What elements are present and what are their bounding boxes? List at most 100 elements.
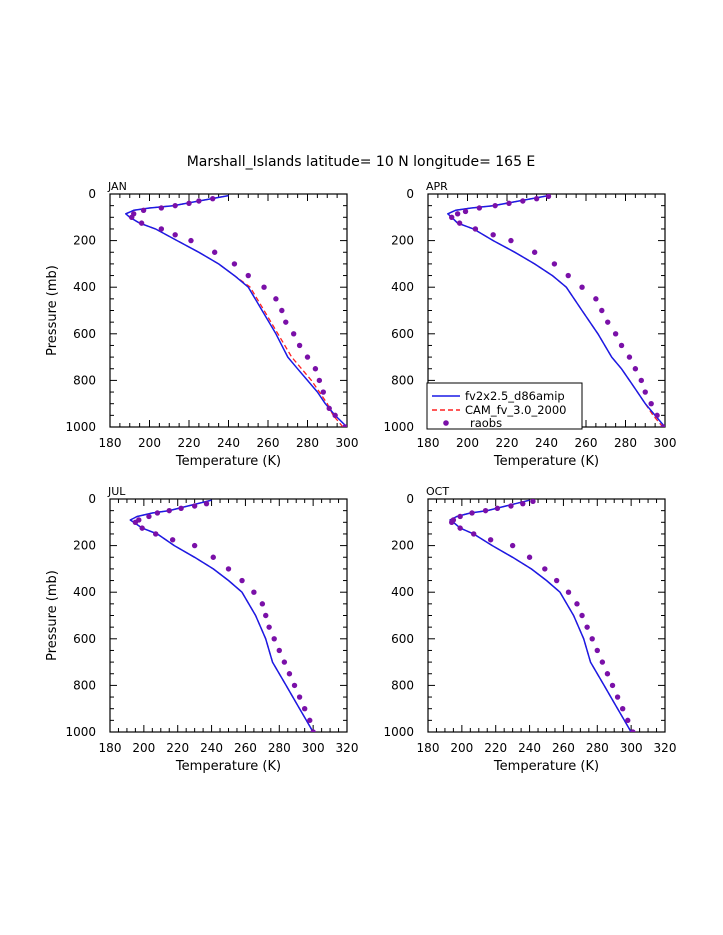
raobs-point-apr bbox=[492, 202, 498, 209]
panel-label-jan: JAN bbox=[107, 180, 127, 193]
y-tick-label-jan: 200 bbox=[73, 234, 96, 248]
raobs-point-jan bbox=[158, 205, 165, 211]
raobs-point-jul bbox=[281, 659, 288, 665]
x-tick-label-jul: 220 bbox=[166, 741, 189, 755]
plot-area-jul bbox=[129, 499, 316, 732]
raobs-point-apr bbox=[618, 342, 625, 349]
x-tick-label-jul: 320 bbox=[336, 741, 359, 755]
raobs-point-jan bbox=[211, 249, 218, 255]
y-tick-label-oct: 800 bbox=[391, 678, 414, 692]
raobs-point-apr bbox=[476, 205, 483, 211]
raobs-point-jan bbox=[196, 198, 202, 204]
x-tick-label-jan: 300 bbox=[336, 436, 359, 450]
raobs-point-jul bbox=[169, 537, 176, 543]
x-tick-label-jul: 280 bbox=[268, 741, 291, 755]
raobs-point-jan bbox=[186, 200, 192, 207]
raobs-point-oct bbox=[457, 513, 463, 520]
raobs-point-jul bbox=[203, 500, 210, 507]
figure-title: Marshall_Islands latitude= 10 N longitud… bbox=[187, 154, 536, 170]
raobs-point-jul bbox=[239, 577, 245, 584]
y-tick-label-jul: 800 bbox=[73, 678, 96, 692]
y-tick-label-oct: 1000 bbox=[383, 725, 414, 739]
y-tick-label-jan: 600 bbox=[73, 327, 96, 341]
y-tick-label-jan: 800 bbox=[73, 373, 96, 387]
x-tick-label-jul: 200 bbox=[132, 741, 155, 755]
raobs-point-oct bbox=[542, 566, 548, 572]
raobs-point-apr bbox=[648, 401, 654, 407]
raobs-point-apr bbox=[462, 208, 469, 215]
raobs-point-jul bbox=[210, 554, 216, 560]
raobs-point-apr bbox=[612, 331, 619, 337]
panel-jul: 180 200 220 240 260 280 300 320 0 200 400 600 800 100… bbox=[45, 485, 358, 774]
raobs-point-apr bbox=[454, 211, 461, 217]
x-tick-label-oct: 280 bbox=[586, 741, 609, 755]
raobs-point-apr bbox=[545, 194, 552, 200]
raobs-point-oct bbox=[450, 517, 457, 523]
y-tick-label-apr: 600 bbox=[391, 327, 414, 341]
raobs-point-oct bbox=[530, 499, 536, 505]
raobs-point-oct bbox=[482, 507, 489, 514]
raobs-point-oct bbox=[565, 589, 572, 595]
plot-area-jan bbox=[125, 194, 347, 427]
x-tick-label-apr: 180 bbox=[417, 436, 440, 450]
x-tick-label-jul: 180 bbox=[99, 741, 122, 755]
x-tick-label-jul: 260 bbox=[234, 741, 257, 755]
raobs-point-jan bbox=[332, 412, 338, 419]
panel-jan: 180 200 220 240 260 280 300 0 200 400 600 800 1000 JA… bbox=[45, 180, 358, 469]
y-tick-label-jul: 1000 bbox=[65, 725, 96, 739]
x-axis-label-oct: Temperature (K) bbox=[493, 759, 599, 774]
raobs-point-jan bbox=[342, 424, 347, 427]
raobs-point-oct bbox=[584, 624, 590, 630]
raobs-point-jul bbox=[139, 525, 145, 531]
y-tick-label-jan: 1000 bbox=[65, 420, 96, 434]
raobs-point-apr bbox=[642, 389, 648, 395]
raobs-point-jan bbox=[261, 284, 267, 290]
raobs-point-jan bbox=[158, 226, 165, 232]
raobs-point-jan bbox=[283, 319, 289, 325]
raobs-point-jul bbox=[291, 682, 298, 689]
y-tick-label-apr: 400 bbox=[391, 280, 414, 294]
legend-label-raobs: raobs bbox=[470, 416, 502, 430]
raobs-point-jan bbox=[245, 272, 251, 279]
raobs-point-apr bbox=[456, 220, 463, 226]
y-tick-label-oct: 400 bbox=[391, 585, 414, 599]
raobs-point-jan bbox=[188, 237, 194, 244]
y-tick-label-oct: 200 bbox=[391, 539, 414, 553]
fv2x2.5-line-jul bbox=[129, 499, 314, 732]
panel-label-jul: JUL bbox=[107, 485, 126, 498]
y-tick-label-jan: 0 bbox=[88, 187, 96, 201]
raobs-point-apr bbox=[551, 261, 558, 267]
raobs-point-jan bbox=[172, 232, 178, 238]
raobs-point-oct bbox=[520, 500, 526, 507]
raobs-point-jan bbox=[138, 220, 145, 226]
raobs-point-jul bbox=[263, 612, 269, 619]
x-tick-label-oct: 220 bbox=[484, 741, 507, 755]
raobs-point-apr bbox=[533, 195, 540, 202]
raobs-point-apr bbox=[626, 354, 633, 360]
raobs-point-jul bbox=[301, 706, 308, 712]
y-tick-label-oct: 600 bbox=[391, 632, 414, 646]
raobs-point-apr bbox=[638, 377, 644, 384]
raobs-point-jan bbox=[279, 307, 285, 314]
raobs-point-jul bbox=[191, 503, 198, 509]
y-tick-label-apr: 800 bbox=[391, 373, 414, 387]
y-tick-label-jul: 0 bbox=[88, 492, 96, 506]
x-tick-label-jul: 300 bbox=[302, 741, 325, 755]
raobs-point-oct bbox=[599, 659, 606, 665]
raobs-point-apr bbox=[565, 272, 571, 279]
y-tick-label-jul: 400 bbox=[73, 585, 96, 599]
raobs-point-apr bbox=[593, 296, 599, 302]
raobs-point-jul bbox=[307, 717, 313, 724]
x-tick-label-apr: 280 bbox=[614, 436, 637, 450]
x-axis-label-jan: Temperature (K) bbox=[175, 454, 281, 469]
raobs-point-jan bbox=[172, 202, 178, 209]
raobs-point-jul bbox=[154, 510, 161, 516]
legend: fv2x2.5_d86amip CAM_fv_3.0_2000 raobs bbox=[426, 382, 583, 430]
raobs-point-oct bbox=[487, 537, 494, 543]
legend-label-fv2x2.5: fv2x2.5_d86amip bbox=[465, 389, 565, 403]
raobs-point-jul bbox=[310, 729, 316, 732]
y-axis-label-jan: Pressure (mb) bbox=[45, 265, 60, 356]
x-tick-label-apr: 240 bbox=[535, 436, 558, 450]
x-tick-label-apr: 260 bbox=[575, 436, 598, 450]
